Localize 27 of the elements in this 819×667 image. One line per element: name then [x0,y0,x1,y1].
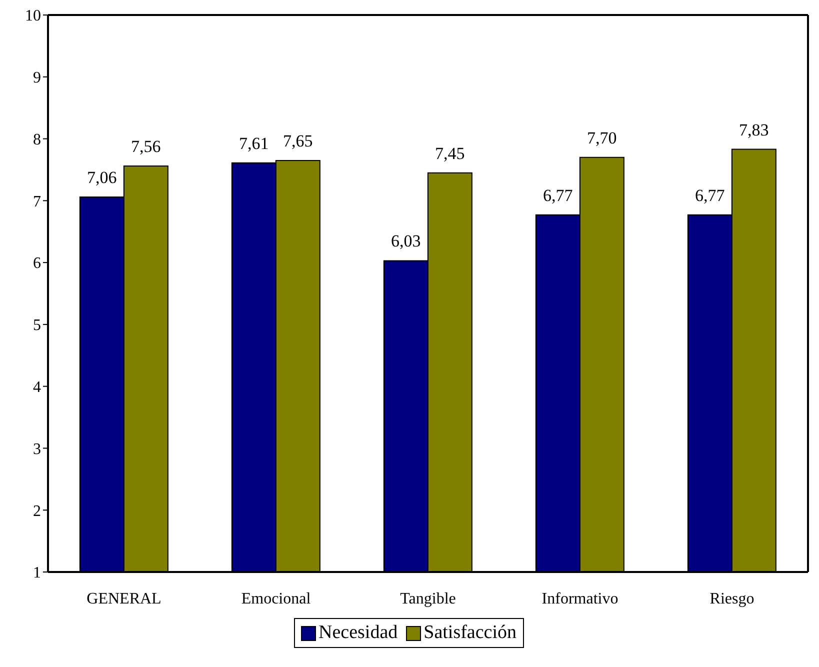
y-tick-label: 6 [33,255,41,272]
data-label: 7,56 [131,137,161,156]
y-tick-label: 3 [33,440,41,458]
y-tick-label: 5 [33,317,41,334]
y-tick-label: 7 [33,193,41,210]
data-label: 6,03 [391,232,421,251]
y-tick-label: 4 [33,379,41,396]
legend-label: Necesidad [318,622,398,644]
y-tick-label: 9 [33,70,41,87]
y-tick-label: 1 [33,564,41,582]
x-tick-label: Tangible [400,590,456,608]
data-label: 7,70 [587,128,617,148]
x-tick-label: Emocional [241,590,312,608]
data-label: 7,61 [239,134,269,153]
data-label: 6,77 [543,186,574,205]
y-tick-label: 10 [25,8,41,25]
data-label: 6,77 [695,186,726,205]
y-tick-label: 8 [33,131,41,148]
data-label: 7,83 [739,120,769,140]
x-tick-label: GENERAL [86,590,162,608]
legend-label: Satisfacción [422,622,516,644]
data-label: 7,65 [283,131,313,150]
data-label: 7,45 [435,144,465,163]
data-label: 7,06 [87,168,117,187]
x-tick-label: Informativo [542,590,618,608]
x-tick-label: Riesgo [710,590,754,608]
y-tick-label: 2 [33,502,41,520]
